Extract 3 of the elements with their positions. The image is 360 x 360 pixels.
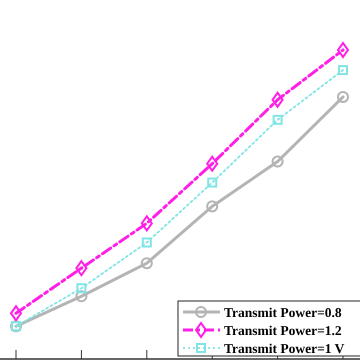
legend-label: Transmit Power=0.8: [224, 305, 342, 320]
legend-label: Transmit Power=1.2: [224, 323, 342, 338]
legend-label: Transmit Power=1 V: [224, 341, 345, 356]
